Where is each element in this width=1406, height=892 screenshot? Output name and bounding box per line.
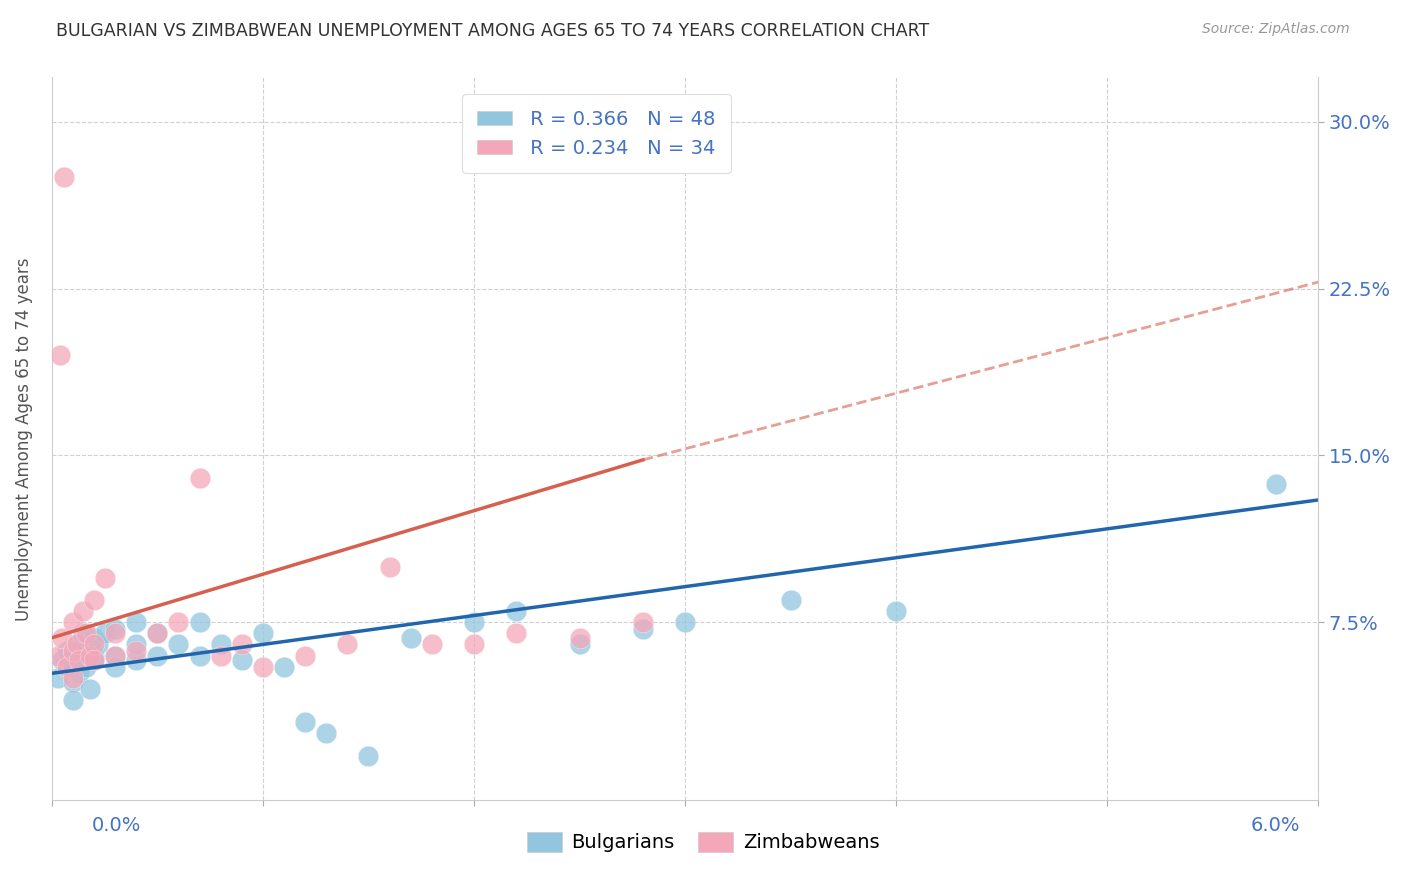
Text: 6.0%: 6.0% (1251, 816, 1301, 835)
Point (55, 659, 77, 673)
Text: 0.0%: 0.0% (91, 816, 141, 835)
Point (104, 648, 127, 663)
Text: Source: ZipAtlas.com: Source: ZipAtlas.com (1202, 22, 1350, 37)
Legend: Bulgarians, Zimbabweans: Bulgarians, Zimbabweans (519, 824, 887, 860)
Point (294, 648, 316, 663)
Point (62, 648, 84, 663)
Point (125, 637, 148, 651)
Point (62, 659, 84, 673)
Legend:  R = 0.366   N = 48,  R = 0.234   N = 34: R = 0.366 N = 48, R = 0.234 N = 34 (461, 95, 731, 173)
Point (62, 671, 84, 685)
Point (252, 659, 274, 673)
Point (884, 604, 907, 618)
Point (83, 653, 105, 667)
Point (83, 593, 105, 607)
Point (67, 653, 90, 667)
Point (104, 622, 127, 636)
Point (125, 653, 148, 667)
Point (67, 666, 90, 681)
Point (378, 559, 401, 574)
Point (231, 653, 253, 667)
Point (568, 631, 591, 645)
Point (357, 748, 380, 763)
Point (1265, 477, 1288, 491)
Point (188, 471, 211, 485)
Point (673, 615, 696, 630)
Point (72, 604, 94, 618)
Point (252, 626, 274, 640)
Point (62, 644, 84, 658)
Point (294, 715, 316, 730)
Point (167, 637, 190, 651)
Point (779, 593, 801, 607)
Point (55, 644, 77, 658)
Point (463, 637, 485, 651)
Point (62, 675, 84, 690)
Point (104, 659, 127, 673)
Point (49, 348, 72, 362)
Point (315, 726, 337, 740)
Point (463, 615, 485, 630)
Point (87, 637, 110, 651)
Point (59, 659, 82, 673)
Point (62, 693, 84, 707)
Point (568, 637, 591, 651)
Point (93, 626, 115, 640)
Point (72, 653, 94, 667)
Point (631, 622, 654, 636)
Point (231, 637, 253, 651)
Point (93, 571, 115, 585)
Point (505, 604, 527, 618)
Point (66, 637, 89, 651)
Point (83, 653, 105, 667)
Point (188, 615, 211, 630)
Point (46, 648, 69, 663)
Point (167, 615, 190, 630)
Point (209, 637, 232, 651)
Point (75, 659, 97, 673)
Point (104, 626, 127, 640)
Point (146, 626, 169, 640)
Point (505, 626, 527, 640)
Point (66, 637, 89, 651)
Point (75, 626, 97, 640)
Point (420, 637, 443, 651)
Point (79, 648, 101, 663)
Point (83, 631, 105, 645)
Point (83, 637, 105, 651)
Text: BULGARIAN VS ZIMBABWEAN UNEMPLOYMENT AMONG AGES 65 TO 74 YEARS CORRELATION CHART: BULGARIAN VS ZIMBABWEAN UNEMPLOYMENT AMO… (56, 22, 929, 40)
Point (46, 671, 69, 685)
Point (125, 615, 148, 630)
Point (399, 631, 422, 645)
Point (209, 648, 232, 663)
Point (62, 615, 84, 630)
Point (125, 644, 148, 658)
Point (188, 648, 211, 663)
Point (146, 648, 169, 663)
Point (79, 681, 101, 696)
Point (53, 170, 76, 185)
Point (146, 626, 169, 640)
Point (51, 653, 73, 667)
Y-axis label: Unemployment Among Ages 65 to 74 years: Unemployment Among Ages 65 to 74 years (15, 257, 32, 621)
Point (72, 626, 94, 640)
Point (70, 641, 93, 656)
Point (336, 637, 359, 651)
Point (51, 631, 73, 645)
Point (273, 659, 295, 673)
Point (83, 648, 105, 663)
Point (76, 648, 98, 663)
Point (104, 648, 127, 663)
Point (631, 615, 654, 630)
